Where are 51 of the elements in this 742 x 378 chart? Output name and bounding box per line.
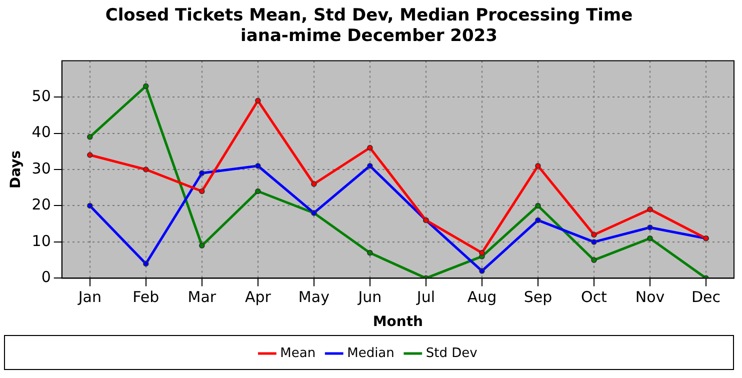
point bbox=[591, 257, 597, 263]
x-axis-title: Month bbox=[372, 314, 424, 330]
point bbox=[199, 170, 205, 176]
x-tick-label: Feb bbox=[132, 288, 160, 306]
x-tick-label: Jul bbox=[416, 288, 436, 306]
point bbox=[535, 217, 541, 224]
point bbox=[311, 181, 317, 187]
x-tick-label: Jun bbox=[357, 288, 382, 306]
point bbox=[367, 144, 373, 151]
point bbox=[86, 202, 93, 209]
x-tick-label: May bbox=[298, 288, 330, 306]
point bbox=[86, 152, 93, 158]
y-tick-label: 20 bbox=[32, 196, 51, 214]
point bbox=[367, 250, 373, 256]
y-tick-label: 10 bbox=[32, 232, 51, 250]
legend-label: Mean bbox=[280, 346, 316, 361]
y-tick-label: 40 bbox=[32, 123, 51, 142]
y-tick-label: 30 bbox=[32, 159, 51, 178]
point bbox=[255, 188, 261, 194]
x-tick-label: Apr bbox=[244, 288, 272, 306]
x-tick-label: Sep bbox=[524, 288, 552, 306]
x-tick-label: Dec bbox=[691, 288, 721, 306]
x-tick-label: Aug bbox=[467, 288, 497, 306]
point bbox=[143, 166, 149, 172]
point bbox=[535, 202, 541, 209]
x-tick-label: Oct bbox=[581, 288, 608, 306]
point bbox=[647, 206, 653, 212]
x-tick-label: Mar bbox=[188, 288, 217, 306]
point bbox=[199, 242, 205, 248]
point bbox=[143, 83, 149, 90]
point bbox=[199, 188, 205, 194]
y-tick-label: 0 bbox=[41, 268, 51, 286]
point bbox=[591, 239, 597, 245]
point bbox=[479, 268, 485, 274]
point bbox=[647, 224, 653, 230]
y-tick-label: 50 bbox=[32, 86, 51, 105]
point bbox=[535, 162, 541, 169]
point bbox=[86, 134, 93, 140]
legend-label: Std Dev bbox=[426, 346, 478, 361]
point bbox=[591, 232, 597, 238]
legend-label: Median bbox=[347, 346, 394, 361]
y-axis-title: Days bbox=[8, 150, 24, 189]
point bbox=[255, 98, 261, 104]
point bbox=[143, 260, 149, 267]
point bbox=[255, 162, 261, 169]
point bbox=[367, 162, 373, 169]
x-tick-label: Jan bbox=[77, 288, 102, 306]
point bbox=[479, 250, 485, 256]
x-tick-label: Nov bbox=[635, 288, 665, 306]
point bbox=[647, 235, 653, 242]
chart-title: Closed Tickets Mean, Std Dev, Median Processing Time iana-mime December 2023 bbox=[105, 6, 633, 46]
